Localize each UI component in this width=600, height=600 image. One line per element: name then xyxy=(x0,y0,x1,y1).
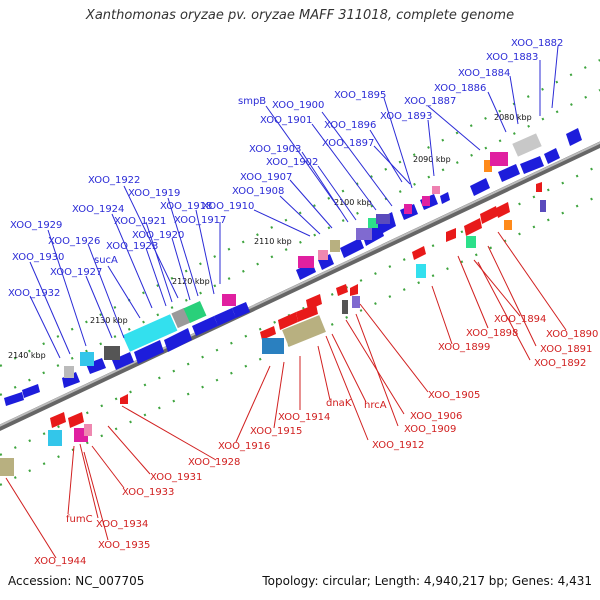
gene-label: XOO_1920 xyxy=(132,230,184,241)
gene-label: XOO_1944 xyxy=(34,556,86,567)
gene-label: XOO_1902 xyxy=(266,157,318,168)
tick-rows xyxy=(0,59,600,486)
gene-label: hrcA xyxy=(364,400,387,411)
gene-label: XOO_1924 xyxy=(72,204,124,215)
gene-label: XOO_1929 xyxy=(10,220,62,231)
scale-label: 2100 kbp xyxy=(334,198,372,207)
gene-label: XOO_1922 xyxy=(88,175,140,186)
forward-genes xyxy=(4,128,582,406)
gene-label: XOO_1892 xyxy=(534,358,586,369)
gene-label: XOO_1905 xyxy=(428,390,480,401)
gene-label: XOO_1898 xyxy=(466,328,518,339)
gene-label: XOO_1933 xyxy=(122,487,174,498)
gene-misc-reverse xyxy=(0,200,546,476)
scale-label: 2120 kbp xyxy=(172,277,210,286)
gene-label: XOO_1910 xyxy=(202,201,254,212)
scale-label: 2080 kbp xyxy=(494,113,532,122)
gene-label: XOO_1934 xyxy=(96,519,148,530)
gene-label: XOO_1914 xyxy=(278,412,330,423)
gene-label: XOO_1907 xyxy=(240,172,292,183)
gene-label: XOO_1900 xyxy=(272,100,324,111)
gene-label: XOO_1915 xyxy=(250,426,302,437)
gene-label: XOO_1923 xyxy=(106,241,158,252)
gene-label: dnaK xyxy=(326,398,352,409)
genome-title: Xanthomonas oryzae pv. oryzae MAFF 31101… xyxy=(85,8,515,23)
gene-label: XOO_1930 xyxy=(12,252,64,263)
gene-label: XOO_1921 xyxy=(114,216,166,227)
genome-backbone xyxy=(0,141,600,431)
genome-summary-text: Topology: circular; Length: 4,940,217 bp… xyxy=(262,574,592,588)
gene-label: XOO_1935 xyxy=(98,540,150,551)
gene-label: XOO_1882 xyxy=(511,38,563,49)
gene-label: XOO_1890 xyxy=(546,329,598,340)
gene-label: XOO_1895 xyxy=(334,90,386,101)
gene-label: XOO_1919 xyxy=(128,188,180,199)
accession-text: Accession: NC_007705 xyxy=(8,574,145,588)
gene-cds-reverse xyxy=(50,182,542,428)
gene-label: XOO_1916 xyxy=(218,441,270,452)
gene-label: XOO_1912 xyxy=(372,440,424,451)
gene-label: XOO_1931 xyxy=(150,472,202,483)
gene-label: XOO_1927 xyxy=(50,267,102,278)
gene-label: XOO_1893 xyxy=(380,111,432,122)
gene-cds-forward xyxy=(4,128,582,406)
gene-label: XOO_1887 xyxy=(404,96,456,107)
gene-label: XOO_1884 xyxy=(458,68,510,79)
gene-label: XOO_1928 xyxy=(188,457,240,468)
gene-label: XOO_1909 xyxy=(404,424,456,435)
gene-label: XOO_1894 xyxy=(494,314,546,325)
gene-label: XOO_1908 xyxy=(232,186,284,197)
gene-label: XOO_1899 xyxy=(438,342,490,353)
gene-label: XOO_1883 xyxy=(486,52,538,63)
gene-label: smpB xyxy=(238,96,266,107)
gene-label: XOO_1897 xyxy=(322,138,374,149)
scale-label: 2110 kbp xyxy=(254,237,292,246)
gene-label: sucA xyxy=(94,255,118,266)
gene-label: XOO_1906 xyxy=(410,411,462,422)
bottom-leader-lines xyxy=(5,231,567,559)
gene-label: XOO_1901 xyxy=(260,115,312,126)
top-leader-lines xyxy=(29,45,559,359)
gene-label: XOO_1926 xyxy=(48,236,100,247)
gene-label: XOO_1891 xyxy=(540,344,592,355)
gene-label: XOO_1886 xyxy=(434,83,486,94)
gene-label: XOO_1932 xyxy=(8,288,60,299)
gene-label: XOO_1896 xyxy=(324,120,376,131)
gene-label: XOO_1917 xyxy=(174,215,226,226)
scale-label: 2130 kbp xyxy=(90,316,128,325)
reverse-genes xyxy=(0,182,546,476)
scale-label: 2140 kbp xyxy=(8,351,46,360)
top-gene-labels: XOO_1882 XOO_1883 XOO_1884 XOO_1886 XOO_… xyxy=(8,38,563,299)
gene-label: fumC xyxy=(66,514,93,525)
gene-label: XOO_1918 xyxy=(160,201,212,212)
gene-misc-forward xyxy=(64,133,542,378)
gene-label: XOO_1903 xyxy=(249,144,301,155)
bottom-gene-labels: XOO_1894 XOO_1890 XOO_1898 XOO_1891 XOO_… xyxy=(34,314,598,567)
